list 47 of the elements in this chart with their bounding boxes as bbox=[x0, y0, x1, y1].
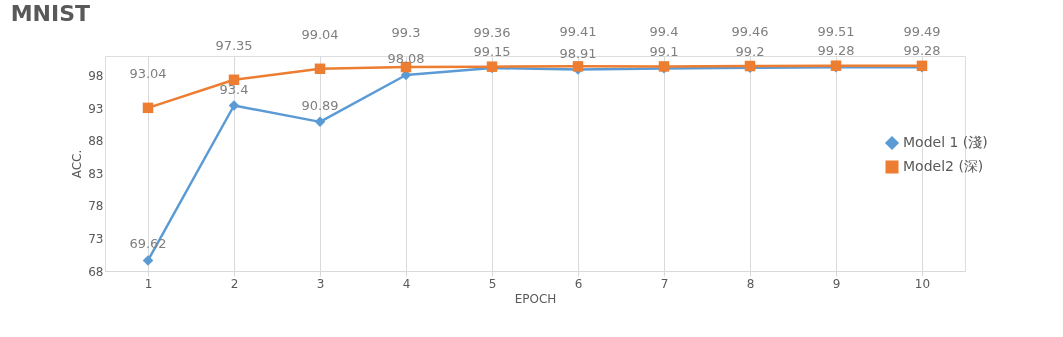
point bbox=[314, 63, 326, 75]
data-label: 99.04 bbox=[301, 26, 339, 42]
x-tick-label: 2 bbox=[230, 276, 239, 291]
x-tick-label: 8 bbox=[746, 276, 755, 291]
x-tick-label: 6 bbox=[574, 276, 583, 291]
data-label: 93.04 bbox=[129, 65, 167, 81]
data-label: 93.4 bbox=[219, 81, 249, 97]
y-tick-label: 68 bbox=[88, 264, 104, 279]
point bbox=[228, 100, 240, 111]
data-label: 99.1 bbox=[649, 44, 679, 60]
data-label: 99.41 bbox=[559, 24, 597, 40]
data-label: 98.08 bbox=[387, 51, 425, 67]
chart-title: MNIST bbox=[10, 0, 91, 26]
x-axis-title: EPOCH bbox=[514, 291, 557, 306]
y-tick-label: 93 bbox=[88, 101, 104, 116]
data-label: 99.46 bbox=[731, 24, 769, 40]
x-tick-label: 10 bbox=[914, 276, 931, 291]
data-label: 98.91 bbox=[559, 45, 597, 61]
x-tick-label: 3 bbox=[316, 276, 325, 291]
x-tick-label: 5 bbox=[488, 276, 497, 291]
y-tick-label: 73 bbox=[88, 231, 104, 246]
x-tick-label: 1 bbox=[144, 276, 153, 291]
data-label: 99.2 bbox=[735, 43, 765, 59]
data-label: 99.4 bbox=[649, 24, 679, 40]
data-label: 97.35 bbox=[215, 37, 253, 53]
data-label: 99.15 bbox=[473, 44, 511, 60]
data-label: 99.49 bbox=[903, 23, 941, 39]
y-tick-label: 88 bbox=[88, 134, 104, 149]
legend-label: Model 1 (淺) bbox=[903, 134, 988, 150]
y-axis-title: ACC. bbox=[70, 149, 85, 179]
x-tick-label: 4 bbox=[402, 276, 411, 291]
point bbox=[314, 116, 326, 128]
data-label: 99.36 bbox=[473, 24, 511, 40]
legend-label: Model2 (深) bbox=[903, 158, 984, 174]
data-label: 99.51 bbox=[817, 23, 855, 39]
point bbox=[142, 102, 154, 114]
data-label: 99.28 bbox=[903, 43, 941, 59]
point bbox=[142, 255, 154, 266]
data-label: 99.28 bbox=[817, 43, 855, 59]
x-tick-label: 9 bbox=[832, 276, 841, 291]
data-label: 99.3 bbox=[391, 25, 421, 41]
y-tick-label: 83 bbox=[88, 166, 104, 181]
data-label: 90.89 bbox=[301, 97, 339, 113]
x-tick-label: 7 bbox=[660, 276, 669, 291]
y-tick-label: 78 bbox=[88, 199, 104, 214]
point bbox=[228, 74, 240, 86]
y-tick-label: 98 bbox=[88, 69, 104, 84]
